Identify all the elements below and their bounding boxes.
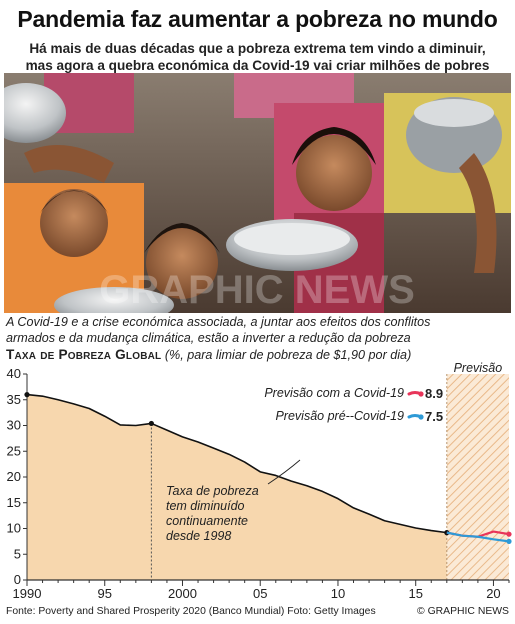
intro-line-2: armados e da mudança climática, estão a … xyxy=(6,330,411,345)
y-tick-label: 35 xyxy=(7,392,21,407)
annotation-connector xyxy=(267,459,301,485)
intro-text: A Covid-19 e a crise económica associada… xyxy=(6,315,511,346)
source-credit: Fonte: Poverty and Shared Prosperity 202… xyxy=(6,606,376,617)
forecast-region xyxy=(446,374,509,580)
legend-value: 7.5 xyxy=(425,409,443,424)
annotation-line: continuamente xyxy=(166,514,248,528)
forecast-label: Previsão xyxy=(454,361,503,375)
poverty-area xyxy=(27,394,447,580)
legend-label: Previsão pré--Covid-19 xyxy=(275,409,404,423)
y-tick-label: 15 xyxy=(7,495,21,510)
x-tick-label: 95 xyxy=(98,586,112,601)
news-photo: GRAPHIC NEWS xyxy=(4,73,511,313)
series-point xyxy=(148,420,154,427)
x-tick-label: 10 xyxy=(331,586,345,601)
y-tick-label: 20 xyxy=(7,469,21,484)
series-line-0 xyxy=(26,393,447,534)
series-point xyxy=(506,531,512,537)
y-tick-label: 10 xyxy=(7,521,21,536)
series-point xyxy=(24,392,30,398)
brand-credit: © GRAPHIC NEWS xyxy=(417,606,509,617)
x-tick-label: 20 xyxy=(486,586,500,601)
children-holding-bowls-photo: GRAPHIC NEWS xyxy=(4,73,511,313)
chart-unit: (%, para limiar de pobreza de $1,90 por … xyxy=(161,348,412,362)
headline: Pandemia faz aumentar a pobreza no mundo xyxy=(17,6,498,32)
annotation-line: tem diminuído xyxy=(166,499,245,513)
legend-swatch-dot xyxy=(418,391,424,397)
y-tick-label: 40 xyxy=(7,366,21,381)
intro-line-1: A Covid-19 e a crise económica associada… xyxy=(6,315,431,329)
annotation-line: Taxa de pobreza xyxy=(166,484,259,498)
legend-swatch-dot xyxy=(418,414,424,420)
series-point xyxy=(506,538,512,544)
y-tick-label: 30 xyxy=(7,418,21,433)
x-tick-label: 1990 xyxy=(13,586,42,601)
x-tick-label: 2000 xyxy=(168,586,197,601)
subheadline-line-1: Há mais de duas décadas que a pobreza ex… xyxy=(29,41,486,56)
annotation-line: desde 1998 xyxy=(166,529,231,543)
x-tick-label: 05 xyxy=(253,586,267,601)
y-tick-label: 0 xyxy=(14,572,21,587)
y-tick-label: 25 xyxy=(7,443,21,458)
legend-label: Previsão com a Covid-19 xyxy=(264,386,404,400)
series-line-2 xyxy=(446,531,510,543)
chart-title: Taxa de Pobreza Global xyxy=(6,347,162,362)
legend-value: 8.9 xyxy=(425,386,443,401)
photo-watermark: GRAPHIC NEWS xyxy=(99,268,415,312)
chart-heading: Taxa de Pobreza Global (%, para limiar d… xyxy=(6,347,511,362)
y-tick-label: 5 xyxy=(14,546,21,561)
x-tick-label: 15 xyxy=(408,586,422,601)
subheadline-line-2: mas agora a quebra económica da Covid-19… xyxy=(25,58,490,73)
